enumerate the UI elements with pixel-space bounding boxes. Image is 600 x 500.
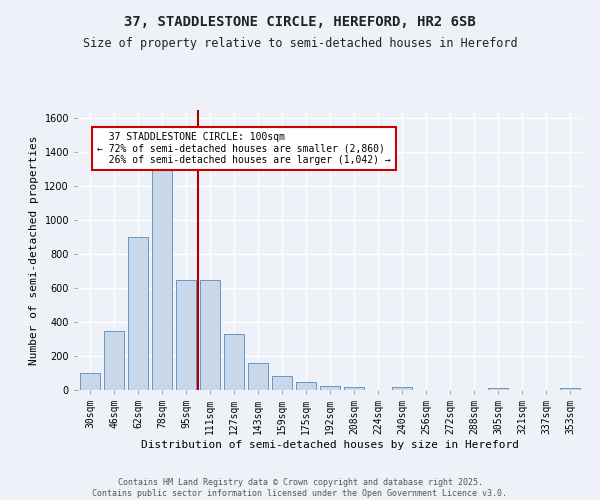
Bar	[320, 386, 340, 390]
Text: 37 STADDLESTONE CIRCLE: 100sqm
← 72% of semi-detached houses are smaller (2,860): 37 STADDLESTONE CIRCLE: 100sqm ← 72% of …	[97, 132, 391, 166]
X-axis label: Distribution of semi-detached houses by size in Hereford: Distribution of semi-detached houses by …	[141, 440, 519, 450]
Bar	[128, 238, 148, 390]
Text: Size of property relative to semi-detached houses in Hereford: Size of property relative to semi-detach…	[83, 38, 517, 51]
Bar	[104, 330, 124, 390]
Bar	[560, 388, 580, 390]
Bar	[296, 382, 316, 390]
Bar	[200, 280, 220, 390]
Text: 37, STADDLESTONE CIRCLE, HEREFORD, HR2 6SB: 37, STADDLESTONE CIRCLE, HEREFORD, HR2 6…	[124, 15, 476, 29]
Bar	[224, 334, 244, 390]
Bar	[152, 170, 172, 390]
Bar	[344, 388, 364, 390]
Text: Contains HM Land Registry data © Crown copyright and database right 2025.
Contai: Contains HM Land Registry data © Crown c…	[92, 478, 508, 498]
Bar	[488, 388, 508, 390]
Y-axis label: Number of semi-detached properties: Number of semi-detached properties	[29, 135, 39, 365]
Bar	[176, 280, 196, 390]
Bar	[80, 373, 100, 390]
Bar	[392, 388, 412, 390]
Bar	[272, 376, 292, 390]
Bar	[248, 363, 268, 390]
